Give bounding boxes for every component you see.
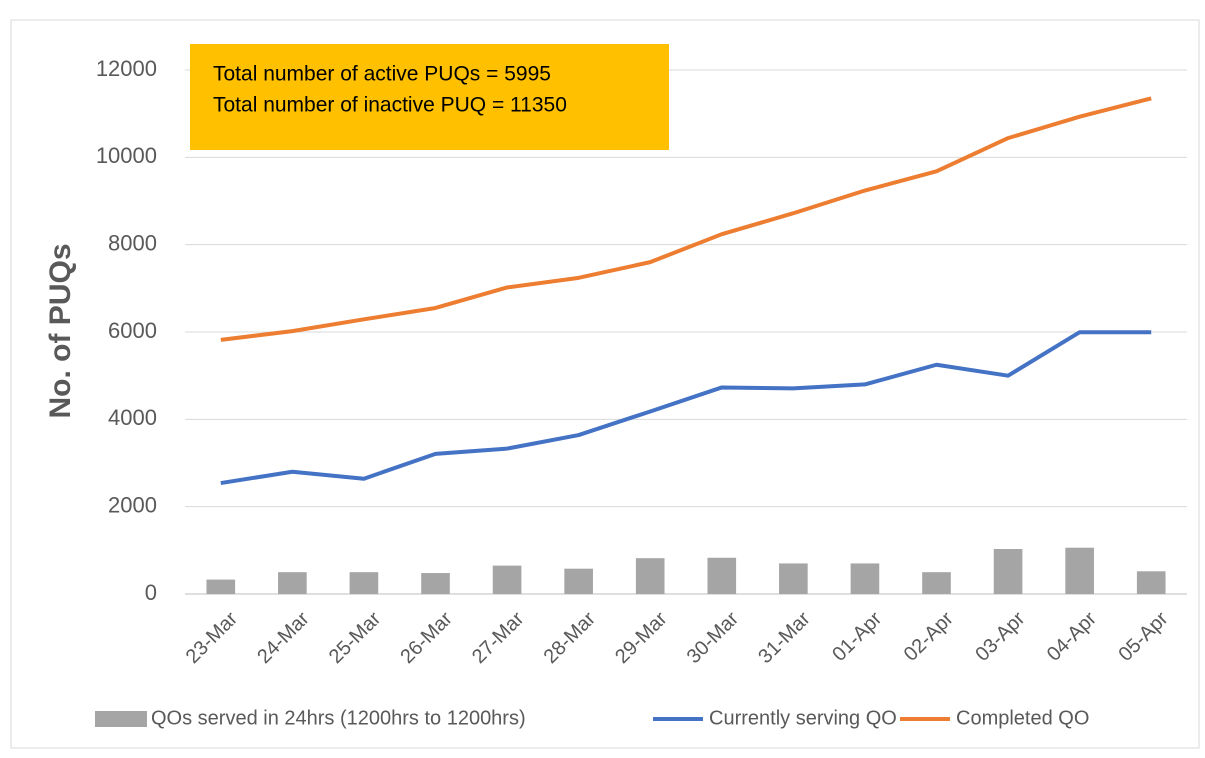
- y-tick-label: 8000: [108, 230, 157, 255]
- bar: [492, 565, 522, 594]
- annotation-box: [190, 44, 669, 150]
- bar: [421, 573, 450, 594]
- annotation-text: Total number of active PUQs = 5995: [213, 63, 551, 86]
- y-axis-label: No. of PUQs: [44, 243, 77, 418]
- y-tick-label: 0: [145, 580, 157, 605]
- y-tick-label: 12000: [96, 56, 157, 81]
- annotation-text: Total number of inactive PUQ = 11350: [213, 94, 567, 117]
- bar: [922, 572, 951, 594]
- legend-swatch: [95, 711, 147, 727]
- bar: [635, 558, 665, 594]
- bar: [779, 563, 808, 594]
- bar: [1136, 571, 1166, 594]
- bar: [993, 549, 1023, 594]
- y-tick-label: 6000: [108, 318, 157, 343]
- y-tick-label: 10000: [96, 143, 157, 168]
- legend-label: Currently serving QO: [709, 707, 897, 729]
- legend-label: QOs served in 24hrs (1200hrs to 1200hrs): [151, 707, 526, 729]
- legend-label: Completed QO: [956, 707, 1089, 729]
- bar: [707, 557, 737, 594]
- bar: [564, 568, 593, 594]
- line: [220, 96, 1152, 342]
- bar: [1065, 547, 1094, 594]
- bar: [349, 572, 379, 594]
- y-tick-label: 2000: [108, 492, 157, 517]
- bar: [206, 579, 236, 594]
- bar: [278, 572, 307, 594]
- line: [220, 330, 1152, 486]
- y-tick-label: 4000: [108, 405, 157, 430]
- bar: [850, 563, 880, 594]
